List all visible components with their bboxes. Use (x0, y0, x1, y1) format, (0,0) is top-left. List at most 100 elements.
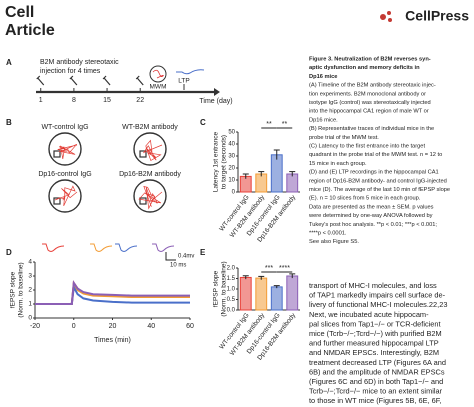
timeline-xlabel: Time (day) (199, 98, 232, 105)
group-label: Dp16-B2M antibody (119, 171, 181, 178)
scale-label: 0.4mv (178, 254, 194, 260)
caption-line: were determined by one-way ANOVA followe… (308, 213, 433, 219)
caption-line: into the hippocampal CA1 region of male … (309, 109, 429, 115)
body-line: to those in WT mice (Figures 5B, 6E, 6F, (309, 396, 442, 405)
y-tick-label: 1.5 (227, 276, 236, 282)
event-label: LTP (178, 78, 189, 85)
day-label: 22 (136, 97, 144, 104)
caption-line: (C) Latency to the first entrance into t… (309, 144, 425, 150)
journal-name: Cell (5, 4, 34, 21)
y-axis-label: (Norm. to baseline) (18, 262, 25, 317)
bar (255, 277, 268, 311)
swim-path (57, 143, 78, 159)
platform (53, 150, 61, 158)
swim-path (54, 185, 78, 207)
bar (270, 286, 283, 311)
x-tick-label: 40 (147, 323, 155, 330)
section-name: Article (5, 22, 55, 39)
bar (286, 173, 299, 193)
publisher-name: CellPress (405, 8, 469, 24)
scale-label: 10 ms (170, 263, 186, 269)
group-label: Dp16-control IgG (38, 171, 91, 178)
platform (53, 197, 61, 205)
x-tick-label: 60 (186, 323, 194, 330)
platform (139, 197, 147, 205)
significance-label: *** (265, 265, 273, 272)
caption-line: (B) Representative traces of individual … (309, 126, 434, 132)
caption-line: Tukey's post hoc analysis. **p < 0.01; *… (309, 222, 437, 228)
significance-label: ** (266, 121, 272, 128)
body-line: pal slices from Tap1−/− or TCR-deficient (309, 319, 441, 328)
caption-line: 15 mice in each group. (309, 161, 367, 167)
caption-line: Data are presented as the mean ± SEM. p … (309, 204, 434, 210)
body-line: transport of MHC-I molecules, and loss (309, 281, 437, 290)
body-line: treatment decreased LTP (Figures 6A and (309, 358, 446, 367)
x-tick-label: 0 (72, 323, 76, 330)
ltp-trace (176, 69, 205, 75)
y-tick-label: 40 (228, 142, 235, 148)
trace-inset (42, 243, 65, 252)
body-line: mice (Tcrb−/−;Tcrd−/−) with purified B2M (309, 329, 442, 338)
body-line: and further measured hippocampal LTP (309, 339, 439, 348)
panel-letter: D (6, 248, 12, 257)
day-label: 8 (72, 97, 76, 104)
trace-inset (115, 243, 138, 252)
y-tick-label: 2.0 (227, 266, 236, 272)
y-tick-label: 3 (28, 273, 32, 280)
bar (255, 173, 268, 193)
y-tick-label: 30 (228, 154, 235, 160)
y-tick-label: 50 (228, 130, 235, 136)
syringe-icon (69, 75, 78, 86)
y-tick-label: 10 (228, 178, 235, 184)
timeline-arrow (214, 88, 220, 96)
day-label: 1 (39, 97, 43, 104)
caption-line: Dp16 mice. (309, 117, 338, 123)
trace-inset (90, 243, 113, 252)
x-axis-label: Times (min) (94, 337, 131, 344)
y-tick-label: 4 (28, 259, 32, 266)
y-tick-label: 20 (228, 166, 235, 172)
y-tick-label: 0.0 (227, 308, 236, 314)
caption-line: See also Figure S5. (309, 239, 359, 245)
bar (239, 276, 252, 311)
caption-line: (E). n = 10 slices from 5 mice in each g… (309, 196, 421, 202)
swim-path (138, 186, 163, 210)
x-tick-label: 20 (109, 323, 117, 330)
swim-path (142, 139, 163, 162)
mwm-icon (149, 65, 167, 83)
body-line: Tcrb−/−;Tcrd−/− mice to an extent simila… (309, 387, 443, 396)
platform (139, 150, 147, 158)
day-label: 15 (103, 97, 111, 104)
cellpress-logo (380, 11, 392, 22)
scale-bar (165, 252, 176, 261)
panel-letter: B (6, 118, 12, 127)
bar (270, 154, 283, 193)
syringe-icon (102, 75, 111, 86)
panel-letter: A (6, 58, 12, 67)
y-tick-label: 0.5 (227, 297, 236, 303)
ltp-line (35, 280, 190, 305)
significance-label: **** (279, 265, 290, 272)
y-axis-label: to target (seconds) (221, 135, 228, 189)
body-line: (Figures 6C and 6D) in both Tap1−/− and (309, 377, 443, 386)
panel-letter: E (200, 248, 206, 257)
y-axis-label: fEPSP slope (10, 271, 17, 308)
timeline-caption: B2M antibody stereotaxic (40, 59, 119, 66)
body-line: of TAP1 markedly impairs cell surface de… (309, 291, 446, 300)
x-tick-label: -20 (30, 323, 40, 330)
y-tick-label: 0 (232, 190, 236, 196)
y-tick-label: 2 (28, 287, 32, 294)
y-axis-label: Latency 1st entrance (213, 131, 220, 192)
caption-line: tion experiments. B2M monoclonal antibod… (309, 91, 426, 97)
timeline-caption: injection for 4 times (40, 68, 101, 75)
caption-line: quadrant in the probe trial of the MWM t… (309, 152, 442, 158)
caption-line: Dp16 mice (309, 74, 337, 80)
y-axis-label: fEPSP slope (213, 270, 220, 307)
body-line: Next, we incubated acute hippocam- (309, 310, 429, 319)
caption-line: mice (D). The average of the last 10 min… (309, 187, 450, 193)
y-axis-label: (Norm. to baseline) (221, 261, 228, 316)
significance-label: ** (282, 121, 288, 128)
trace-inset (152, 243, 175, 252)
